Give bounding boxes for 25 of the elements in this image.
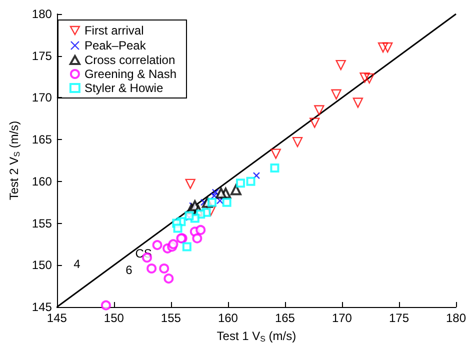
y-tick-label: 155 bbox=[32, 216, 52, 230]
legend-label: Greening & Nash bbox=[84, 67, 177, 81]
y-tick-label: 150 bbox=[32, 258, 52, 272]
x-tick-label: 175 bbox=[388, 311, 410, 325]
x-tick-label: 165 bbox=[274, 311, 296, 325]
y-tick-label: 145 bbox=[32, 300, 52, 314]
y-tick-label: 165 bbox=[32, 132, 52, 147]
y-tick-label: 180 bbox=[32, 7, 52, 21]
x-tick-label: 170 bbox=[332, 311, 352, 325]
legend-label: First arrival bbox=[84, 24, 144, 38]
y-tick-label: 170 bbox=[32, 90, 52, 105]
annotation: 6 bbox=[126, 263, 133, 277]
x-tick-label: 155 bbox=[160, 311, 182, 325]
legend-label: Styler & Howie bbox=[84, 81, 164, 95]
legend-label: Cross correlation bbox=[84, 53, 176, 67]
annotation: 4 bbox=[74, 257, 81, 271]
y-axis-title: Test 2 VS (m/s) bbox=[7, 120, 22, 200]
legend-label: Peak–Peak bbox=[84, 38, 147, 52]
x-tick-label: 145 bbox=[46, 311, 68, 325]
x-tick-label: 180 bbox=[446, 311, 466, 325]
y-tick-label: 160 bbox=[32, 174, 52, 188]
x-tick-label: 150 bbox=[104, 311, 124, 325]
x-tick-label: 160 bbox=[218, 311, 238, 325]
y-tick-label: 175 bbox=[32, 48, 52, 63]
annotation: CS bbox=[135, 246, 152, 260]
